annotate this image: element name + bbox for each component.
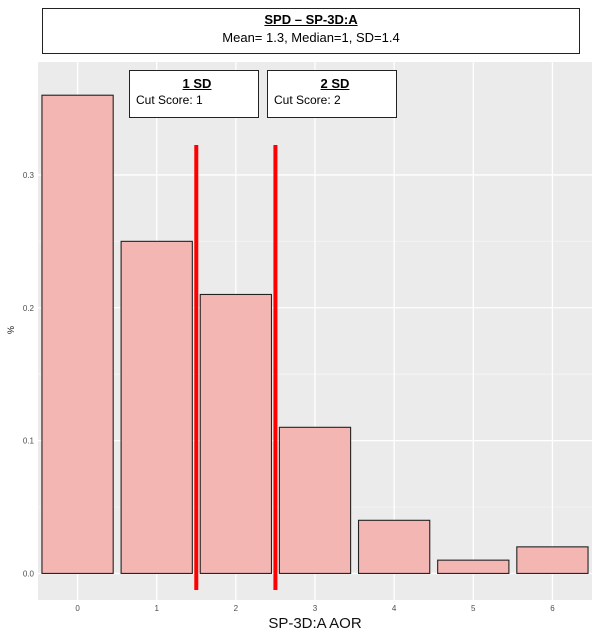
y-tick-label: 0.3 <box>23 171 35 180</box>
x-axis-label: SP-3D:A AOR <box>268 615 362 632</box>
x-tick-label: 5 <box>471 604 476 613</box>
y-tick-label: 0.0 <box>23 569 35 578</box>
bar <box>437 559 510 574</box>
y-axis-label: % <box>6 326 16 334</box>
bar <box>120 240 193 574</box>
x-tick-label: 0 <box>75 604 80 613</box>
sd1-label: 1 SD <box>182 76 212 91</box>
bar <box>357 519 431 574</box>
bar <box>199 293 273 574</box>
x-tick-label: 1 <box>154 604 159 613</box>
chart-title-box: SPD – SP-3D:A Mean= 1.3, Median=1, SD=1.… <box>42 8 580 54</box>
bar <box>41 94 114 574</box>
bar <box>516 546 589 574</box>
sd2-label: 2 SD <box>320 76 350 91</box>
chart-title: SPD – SP-3D:A <box>264 12 358 27</box>
sd1-cutscore: Cut Score: 1 <box>136 93 203 107</box>
x-tick-label: 6 <box>550 604 555 613</box>
x-tick-label: 2 <box>234 604 239 613</box>
sd1-annotation: 1 SD Cut Score: 1 <box>129 70 259 118</box>
chart-subtitle: Mean= 1.3, Median=1, SD=1.4 <box>222 30 400 45</box>
x-tick-label: 3 <box>313 604 318 613</box>
sd2-annotation: 2 SD Cut Score: 2 <box>267 70 397 118</box>
y-tick-label: 0.1 <box>23 437 35 446</box>
bar <box>278 426 352 574</box>
sd2-cutscore: Cut Score: 2 <box>274 93 341 107</box>
y-tick-label: 0.2 <box>23 304 35 313</box>
x-tick-label: 4 <box>392 604 397 613</box>
